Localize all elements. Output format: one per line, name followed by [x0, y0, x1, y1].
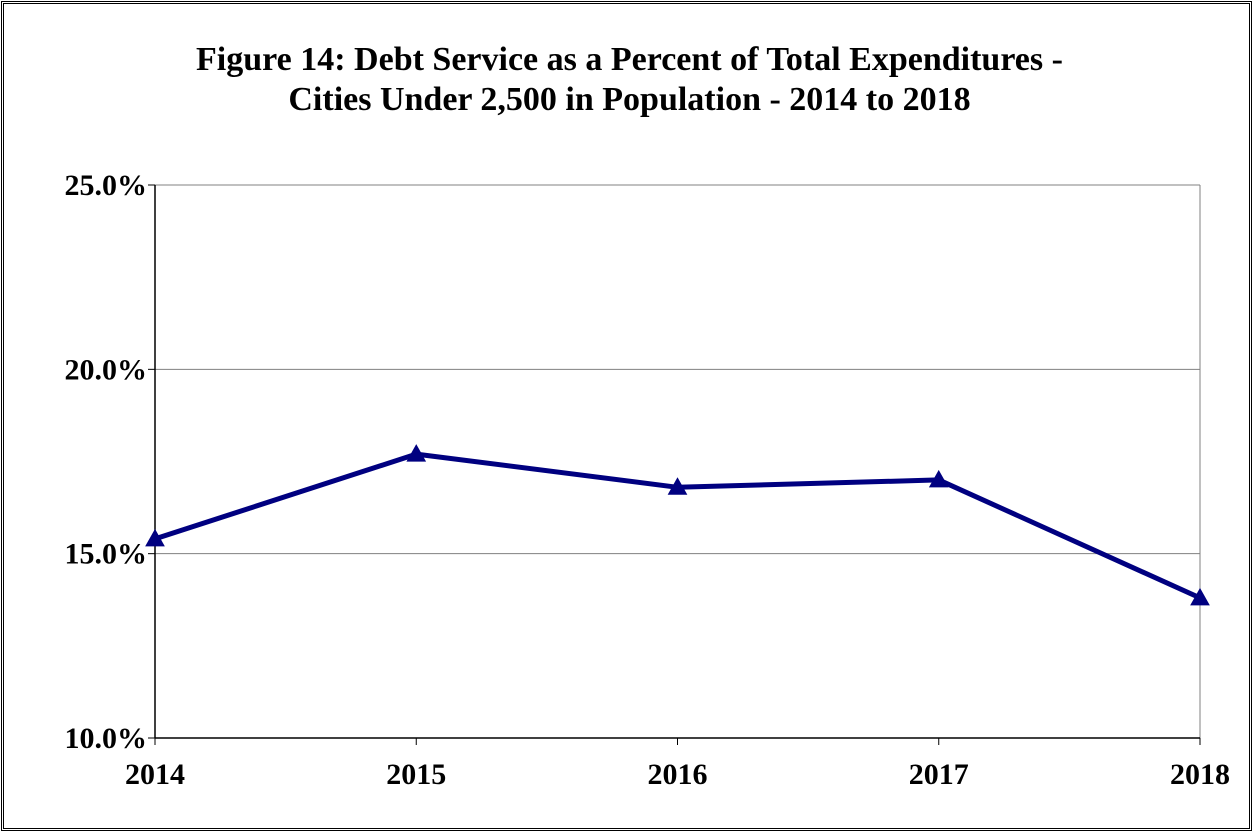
- y-tick-label: 10.0%: [65, 722, 148, 755]
- y-tick-label: 25.0%: [65, 169, 148, 202]
- x-tick-label: 2015: [386, 758, 446, 791]
- x-tick-labels: 2014 2015 2016 2017 2018: [125, 758, 1230, 791]
- series-line: [154, 451, 1202, 601]
- data-point-marker: [145, 528, 165, 547]
- data-point-marker: [667, 477, 688, 495]
- data-point-marker: [406, 444, 427, 462]
- y-tick-label: 20.0%: [65, 353, 148, 386]
- chart-title-line-1: Figure 14: Debt Service as a Percent of …: [196, 41, 1063, 78]
- x-tick-label: 2018: [1170, 758, 1230, 791]
- x-tick-label: 2017: [909, 758, 969, 791]
- gridlines: [155, 184, 1201, 738]
- series-layer: [145, 444, 1210, 606]
- axes: [148, 184, 1201, 745]
- chart-title: Figure 14: Debt Service as a Percent of …: [0, 40, 1259, 120]
- chart-title-line-2: Cities Under 2,500 in Population - 2014 …: [288, 81, 971, 118]
- data-point-marker: [1190, 587, 1210, 606]
- y-tick-label: 15.0%: [65, 538, 148, 571]
- x-tick-label: 2016: [648, 758, 708, 791]
- data-point-marker: [928, 469, 949, 488]
- y-tick-labels: 10.0% 15.0% 20.0% 25.0%: [65, 169, 148, 755]
- x-tick-label: 2014: [125, 758, 185, 791]
